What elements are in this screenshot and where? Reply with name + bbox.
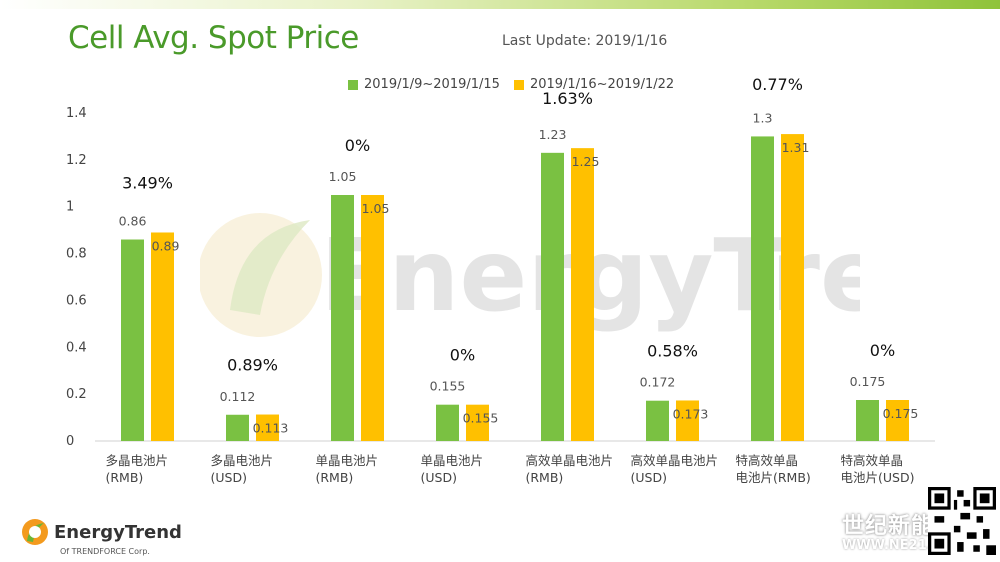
- bar-series-2: [886, 400, 909, 441]
- last-update: Last Update: 2019/1/16: [502, 33, 668, 49]
- y-tick-label: 0.4: [66, 340, 87, 355]
- change-percent-label: 0.77%: [752, 75, 803, 94]
- change-percent-label: 0%: [870, 341, 895, 360]
- energytrend-logo-icon: [22, 519, 48, 545]
- bar-series-1: [121, 239, 144, 441]
- data-label-series-1: 0.112: [220, 389, 256, 404]
- category-label-line-2: (USD): [421, 470, 457, 485]
- data-label-series-2: 1.05: [362, 201, 390, 216]
- category-label-line-1: 多晶电池片: [106, 453, 169, 468]
- y-tick-label: 1: [66, 200, 74, 215]
- category-label-line-1: 特高效单晶: [841, 453, 904, 468]
- data-label-series-1: 1.23: [539, 127, 567, 142]
- legend-item-series-2: 2019/1/16~2019/1/22: [513, 77, 675, 92]
- footer-logo: EnergyTrend Of TRENDFORCE Corp.: [20, 517, 182, 556]
- category-label-line-2: (RMB): [106, 470, 144, 485]
- data-label-series-2: 0.113: [253, 421, 289, 436]
- top-accent-bar: [0, 0, 1000, 9]
- change-percent-label: 3.49%: [122, 173, 173, 192]
- bar-series-1: [331, 195, 354, 441]
- change-percent-label: 0%: [450, 346, 475, 365]
- legend-label-series-1: 2019/1/9~2019/1/15: [364, 77, 500, 92]
- y-tick-label: 0: [66, 434, 74, 449]
- bar-series-1: [646, 400, 669, 441]
- change-percent-label: 1.63%: [542, 89, 593, 108]
- y-tick-label: 1.2: [66, 153, 87, 168]
- data-label-series-1: 0.172: [640, 375, 676, 390]
- y-tick-label: 1.4: [66, 106, 87, 121]
- bar-series-2: [256, 414, 279, 441]
- logo-text: EnergyTrend: [54, 521, 182, 543]
- category-label-line-1: 高效单晶电池片: [631, 453, 719, 468]
- bar-series-2: [361, 195, 384, 441]
- bar-series-2: [151, 232, 174, 441]
- legend-label-series-2: 2019/1/16~2019/1/22: [529, 77, 675, 92]
- logo-subtitle: Of TRENDFORCE Corp.: [60, 547, 150, 556]
- data-label-series-2: 0.155: [463, 411, 499, 426]
- data-label-series-2: 0.89: [152, 238, 180, 253]
- y-tick-label: 0.6: [66, 293, 87, 308]
- legend-swatch-series-1: [348, 79, 358, 90]
- qr-code-icon: [928, 487, 996, 555]
- category-label-line-1: 特高效单晶: [736, 453, 799, 468]
- y-tick-label: 0.8: [66, 247, 87, 262]
- data-label-series-1: 0.155: [430, 379, 466, 394]
- legend-swatch-series-2: [513, 79, 524, 90]
- data-label-series-2: 0.173: [673, 406, 709, 421]
- bar-series-2: [676, 400, 699, 441]
- data-label-series-1: 0.86: [119, 214, 147, 229]
- bar-series-2: [781, 134, 804, 442]
- category-label-line-2: 电池片(RMB): [736, 470, 811, 485]
- legend-item-series-1: 2019/1/9~2019/1/15: [348, 77, 500, 92]
- bar-series-1: [436, 404, 459, 441]
- page-title: Cell Avg. Spot Price: [68, 20, 359, 56]
- bar-series-1: [541, 152, 564, 442]
- category-label-line-1: 多晶电池片: [211, 453, 274, 468]
- bar-series-1: [226, 414, 249, 441]
- data-label-series-2: 0.175: [883, 406, 919, 421]
- data-label-series-2: 1.31: [782, 140, 810, 155]
- category-label-line-2: (USD): [631, 470, 667, 485]
- category-label-line-2: (USD): [211, 470, 247, 485]
- category-label-line-2: (RMB): [526, 470, 564, 485]
- chart-legend: 2019/1/9~2019/1/15 2019/1/16~2019/1/22: [348, 77, 674, 92]
- change-percent-label: 0%: [345, 136, 370, 155]
- bar-series-1: [856, 400, 879, 441]
- category-label-line-1: 高效单晶电池片: [526, 453, 614, 468]
- data-label-series-2: 1.25: [572, 154, 600, 169]
- category-label-line-2: (RMB): [316, 470, 354, 485]
- bar-series-1: [751, 136, 774, 441]
- change-percent-label: 0.58%: [647, 341, 698, 360]
- category-label-line-1: 单晶电池片: [421, 453, 484, 468]
- bar-series-2: [466, 404, 489, 441]
- y-tick-label: 0.2: [66, 387, 87, 402]
- data-label-series-1: 1.3: [753, 110, 773, 125]
- data-label-series-1: 1.05: [329, 169, 357, 184]
- category-label-line-2: 电池片(USD): [841, 470, 915, 485]
- category-label-line-1: 单晶电池片: [316, 453, 379, 468]
- bar-series-2: [571, 148, 594, 441]
- data-label-series-1: 0.175: [850, 374, 886, 389]
- change-percent-label: 0.89%: [227, 356, 278, 375]
